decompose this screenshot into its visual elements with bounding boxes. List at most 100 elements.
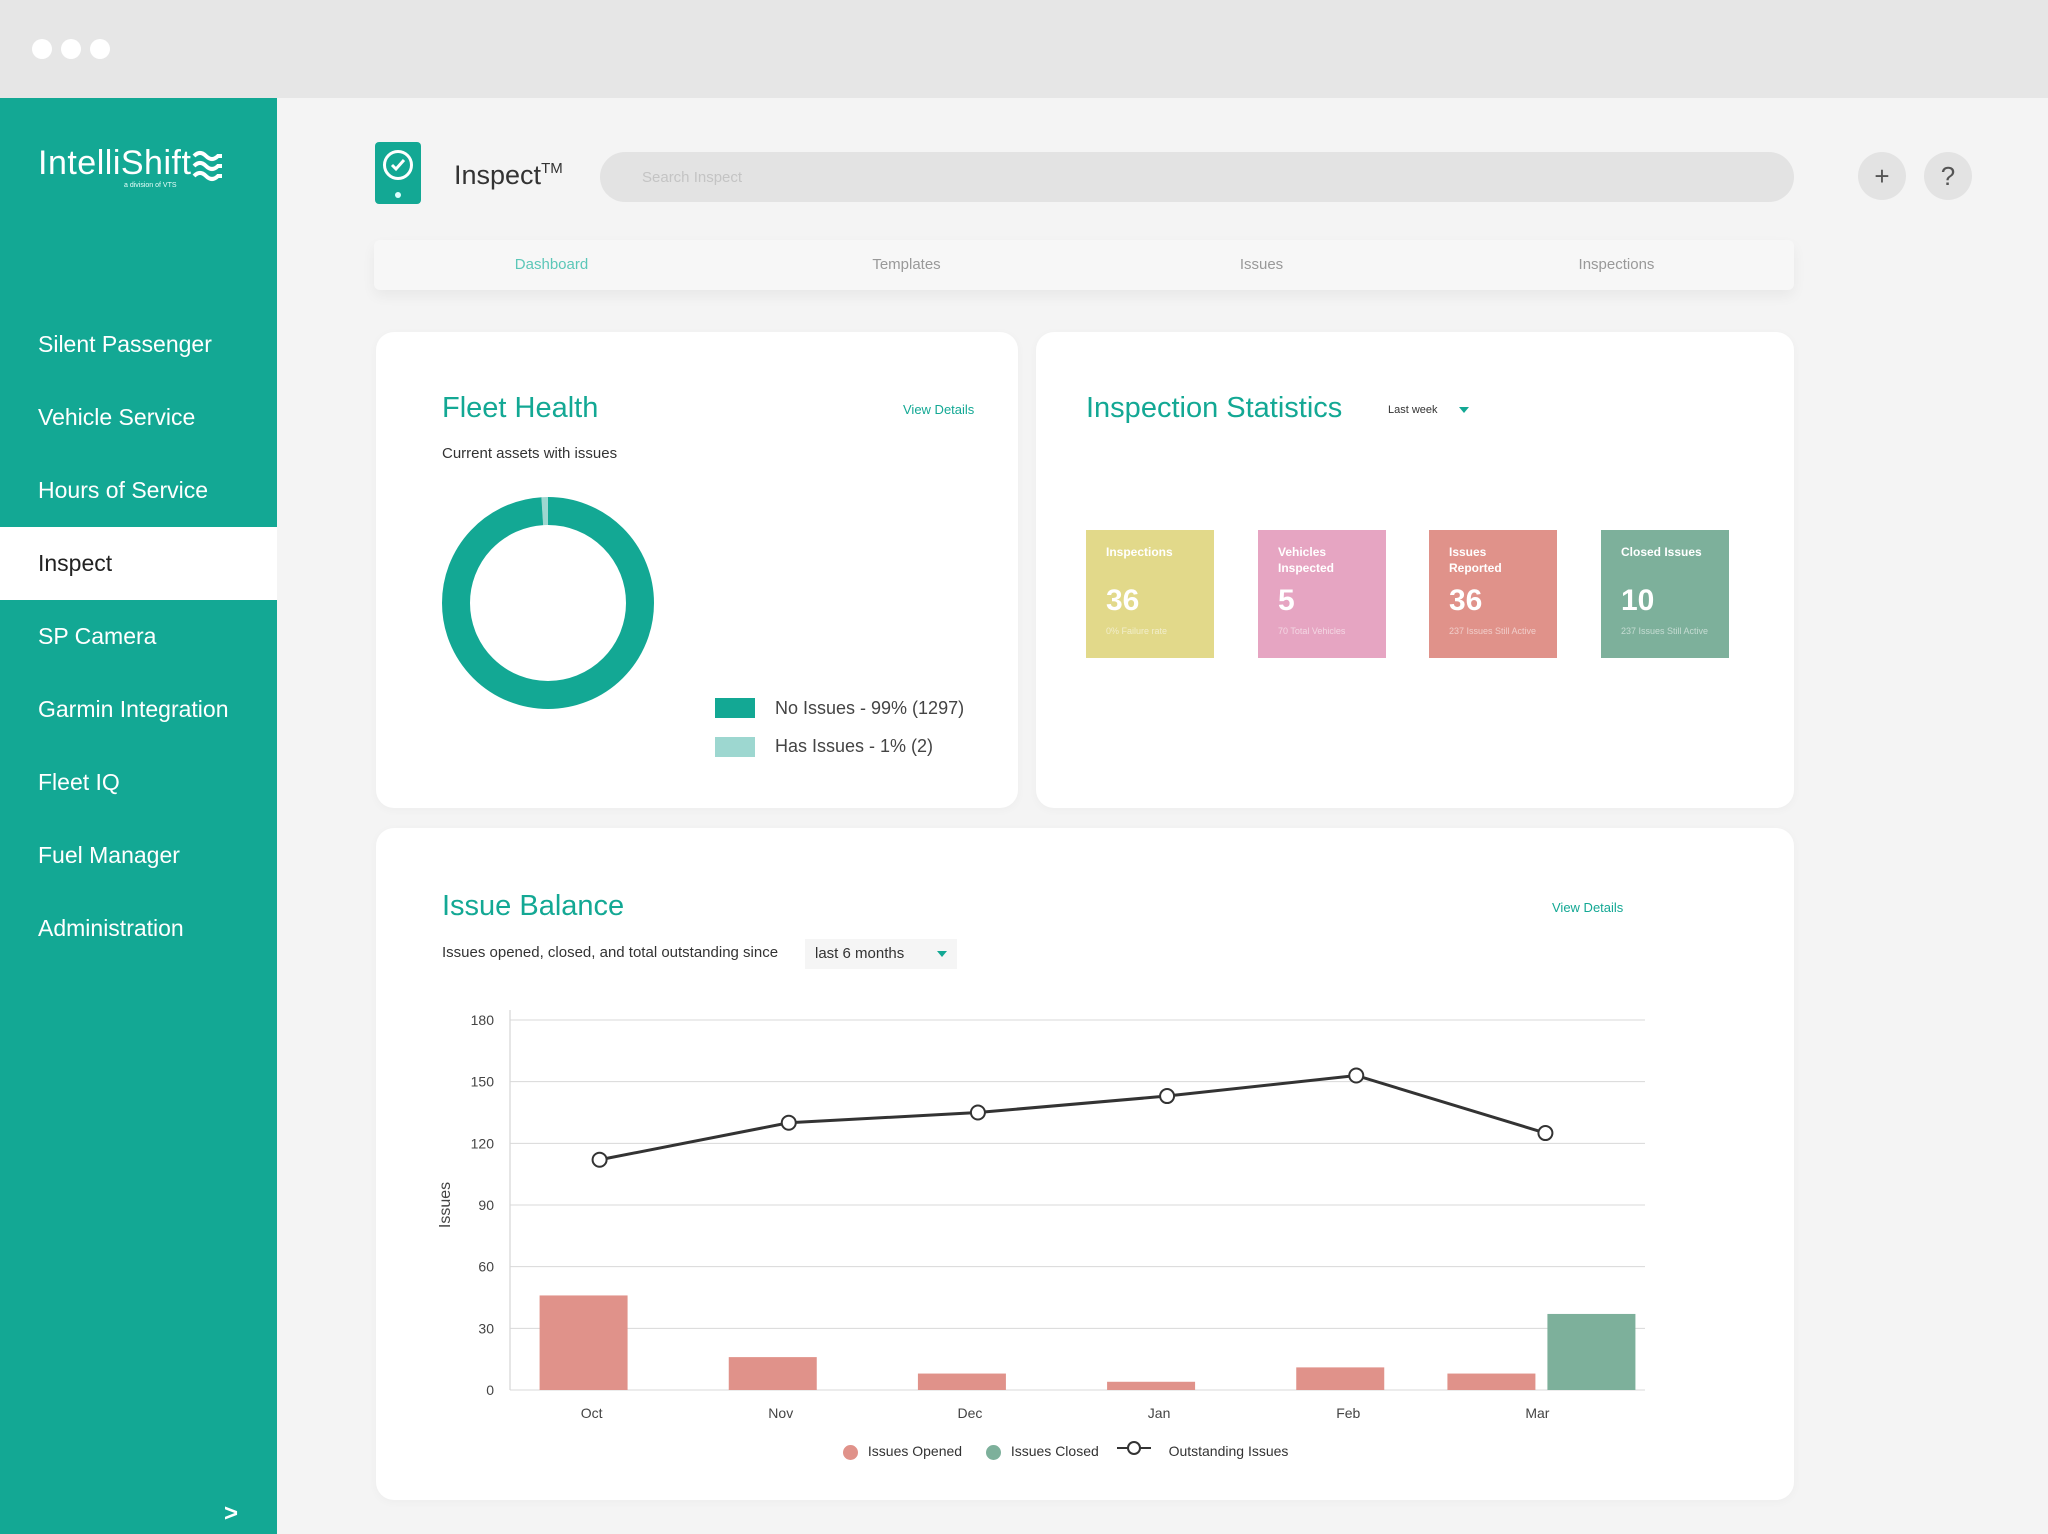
sidebar-nav: Silent Passenger Vehicle Service Hours o… bbox=[0, 308, 277, 965]
add-button[interactable]: + bbox=[1858, 152, 1906, 200]
window-maximize-dot[interactable] bbox=[90, 39, 110, 59]
sidebar-item-silent-passenger[interactable]: Silent Passenger bbox=[38, 331, 212, 357]
point-outstanding-issues bbox=[591, 1151, 608, 1168]
tab-issues[interactable]: Issues bbox=[1239, 256, 1284, 273]
x-tick-label: Feb bbox=[1336, 1405, 1360, 1421]
y-tick-label: 0 bbox=[486, 1382, 494, 1398]
y-tick-label: 60 bbox=[478, 1259, 494, 1275]
stat-note: 237 Issues Still Active bbox=[1621, 626, 1709, 636]
stat-note: 0% Failure rate bbox=[1106, 626, 1168, 636]
bar-issues-opened bbox=[539, 1295, 628, 1390]
issue-period-dropdown[interactable]: last 6 months bbox=[805, 939, 957, 969]
fleet-health-card bbox=[376, 332, 1018, 808]
brand-subtitle: a division of VTS bbox=[124, 182, 177, 189]
point-outstanding-issues bbox=[1537, 1125, 1554, 1142]
issue-balance-title: Issue Balance bbox=[442, 890, 625, 922]
point-outstanding-issues bbox=[780, 1114, 797, 1131]
x-tick-label: Nov bbox=[768, 1405, 793, 1421]
issue-period-value: last 6 months bbox=[815, 945, 905, 962]
window-minimize-dot[interactable] bbox=[61, 39, 81, 59]
stat-label: Inspections bbox=[1106, 545, 1173, 559]
y-tick-label: 30 bbox=[478, 1320, 494, 1336]
legend-line-outstanding-issues bbox=[1116, 1441, 1151, 1455]
window-close-dot[interactable] bbox=[32, 39, 52, 59]
tab-inspections[interactable]: Inspections bbox=[1578, 256, 1655, 273]
sidebar-item-fleet-iq[interactable]: Fleet IQ bbox=[38, 769, 120, 795]
stat-note: 70 Total Vehicles bbox=[1278, 626, 1346, 636]
fleet-health-donut-chart bbox=[442, 497, 654, 709]
inspect-app-icon bbox=[375, 142, 421, 204]
page-title: InspectTM bbox=[454, 160, 563, 191]
bar-issues-opened bbox=[728, 1357, 817, 1390]
stat-note: 237 Issues Still Active bbox=[1449, 626, 1537, 636]
issue-balance-chart: 0 30 60 90 120 150 180 Issues Oct Nov Dec Jan Feb Mar bbox=[437, 1010, 1645, 1421]
fleet-health-title: Fleet Health bbox=[442, 392, 599, 424]
legend-label-has-issues: Has Issues - 1% (2) bbox=[775, 736, 934, 756]
chevron-down-icon bbox=[1458, 407, 1469, 413]
point-outstanding-issues bbox=[1159, 1088, 1176, 1105]
sidebar-collapse-button[interactable]: > bbox=[224, 1500, 239, 1527]
legend-label-issues-opened: Issues Opened bbox=[867, 1443, 963, 1459]
tab-bar: Dashboard Templates Issues Inspections bbox=[374, 240, 1794, 290]
legend-dot-issues-opened bbox=[843, 1444, 858, 1460]
brand-logo-text: IntelliShift bbox=[38, 144, 192, 182]
fleet-health-subtitle: Current assets with issues bbox=[442, 445, 618, 462]
trademark-mark: TM bbox=[541, 160, 563, 177]
stat-label: Closed Issues bbox=[1621, 545, 1702, 559]
brand-logo-icon bbox=[192, 151, 222, 181]
help-button[interactable]: ? bbox=[1924, 152, 1972, 200]
stat-tile-closed-issues[interactable]: Closed Issues 10 237 Issues Still Active bbox=[1601, 530, 1729, 658]
sidebar-item-inspect[interactable]: Inspect bbox=[0, 527, 277, 600]
check-circle-icon bbox=[383, 150, 413, 180]
tab-templates[interactable]: Templates bbox=[872, 256, 941, 273]
chevron-down-icon bbox=[937, 951, 947, 957]
y-tick-label: 90 bbox=[478, 1197, 494, 1213]
bar-issues-opened bbox=[1107, 1381, 1196, 1390]
stat-value: 36 bbox=[1106, 584, 1140, 617]
tab-dashboard[interactable]: Dashboard bbox=[514, 256, 589, 273]
sidebar-item-administration[interactable]: Administration bbox=[38, 915, 184, 941]
point-outstanding-issues bbox=[1348, 1067, 1365, 1084]
bar-issues-closed bbox=[1547, 1313, 1636, 1390]
stat-tile-issues-reported[interactable]: Issues Reported 36 237 Issues Still Acti… bbox=[1429, 530, 1557, 658]
point-outstanding-issues bbox=[969, 1104, 986, 1121]
sidebar-item-garmin-integration[interactable]: Garmin Integration bbox=[38, 696, 229, 722]
x-tick-label: Oct bbox=[581, 1405, 603, 1421]
inspection-range-value: Last week bbox=[1388, 404, 1438, 416]
stat-label: Vehicles Inspected bbox=[1278, 545, 1335, 575]
stat-value: 36 bbox=[1449, 584, 1483, 617]
bar-issues-opened bbox=[917, 1373, 1006, 1390]
issue-balance-view-details-link[interactable]: View Details bbox=[1552, 900, 1624, 915]
y-tick-label: 180 bbox=[471, 1012, 495, 1028]
legend-label-issues-closed: Issues Closed bbox=[1010, 1443, 1099, 1459]
sidebar-item-hours-of-service[interactable]: Hours of Service bbox=[38, 477, 209, 503]
search-input[interactable] bbox=[600, 152, 1794, 202]
inspection-statistics-title: Inspection Statistics bbox=[1086, 392, 1343, 424]
stat-tile-vehicles-inspected[interactable]: Vehicles Inspected 5 70 Total Vehicles bbox=[1258, 530, 1386, 658]
legend-label-outstanding-issues: Outstanding Issues bbox=[1168, 1443, 1289, 1459]
sidebar-item-fuel-manager[interactable]: Fuel Manager bbox=[38, 842, 180, 868]
x-tick-label: Dec bbox=[957, 1405, 982, 1421]
bar-issues-opened bbox=[1296, 1367, 1385, 1390]
y-axis-label: Issues bbox=[437, 1182, 454, 1228]
y-tick-label: 150 bbox=[471, 1074, 495, 1090]
legend-swatch-no-issues bbox=[715, 698, 755, 718]
sidebar-item-vehicle-service[interactable]: Vehicle Service bbox=[38, 404, 196, 430]
line-outstanding-issues bbox=[599, 1073, 1546, 1162]
chart-legend: Issues Opened Issues Closed Outstanding … bbox=[843, 1440, 1288, 1460]
legend-swatch-has-issues bbox=[715, 737, 755, 757]
x-tick-label: Mar bbox=[1525, 1405, 1549, 1421]
window-titlebar bbox=[0, 0, 2048, 98]
app-name: Inspect bbox=[454, 160, 542, 190]
legend-dot-issues-closed bbox=[985, 1444, 1001, 1460]
sidebar-item-sp-camera[interactable]: SP Camera bbox=[38, 623, 157, 649]
stat-label: Issues Reported bbox=[1449, 545, 1502, 575]
inspection-range-dropdown[interactable]: Last week bbox=[1388, 398, 1484, 422]
fleet-health-view-details-link[interactable]: View Details bbox=[903, 402, 975, 417]
stat-tile-inspections[interactable]: Inspections 36 0% Failure rate bbox=[1086, 530, 1214, 658]
bar-issues-opened bbox=[1447, 1373, 1536, 1390]
sidebar: IntelliShift a division of VTS Silent Pa… bbox=[0, 98, 277, 1534]
stat-value: 10 bbox=[1621, 584, 1655, 617]
x-tick-label: Jan bbox=[1148, 1405, 1171, 1421]
donut-slice-no-issues bbox=[442, 497, 654, 709]
